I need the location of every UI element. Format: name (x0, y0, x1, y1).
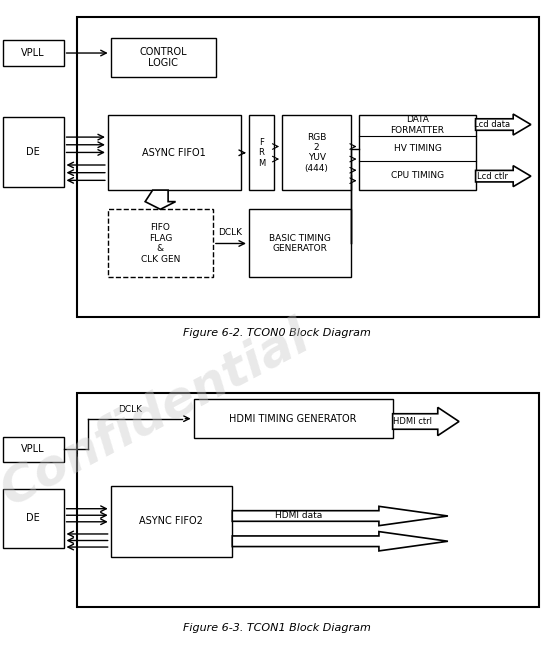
Text: FIFO
FLAG
&
CLK GEN: FIFO FLAG & CLK GEN (140, 224, 180, 264)
Bar (3, 117, 64, 187)
Text: HDMI TIMING GENERATOR: HDMI TIMING GENERATOR (229, 413, 357, 424)
Bar (359, 115, 476, 190)
Bar (77, 393, 539, 607)
Text: Confidential: Confidential (0, 312, 317, 515)
Text: DATA
FORMATTER: DATA FORMATTER (390, 115, 445, 134)
Bar (77, 17, 539, 317)
Bar (249, 209, 351, 277)
Bar (3, 437, 64, 462)
Text: HV TIMING: HV TIMING (394, 144, 441, 153)
Text: HDMI ctrl: HDMI ctrl (393, 417, 432, 426)
Bar (108, 209, 213, 277)
Text: Figure 6-3. TCON1 Block Diagram: Figure 6-3. TCON1 Block Diagram (182, 623, 371, 633)
Text: Lcd ctlr: Lcd ctlr (477, 172, 508, 181)
Text: Lcd data: Lcd data (474, 120, 510, 129)
Text: ASYNC FIFO1: ASYNC FIFO1 (142, 148, 206, 158)
Text: DCLK: DCLK (218, 227, 243, 236)
Polygon shape (476, 165, 531, 187)
Text: F
R
M: F R M (258, 138, 265, 167)
Polygon shape (232, 532, 448, 551)
Polygon shape (393, 408, 459, 435)
Polygon shape (232, 506, 448, 526)
Bar (249, 115, 274, 190)
Text: DE: DE (27, 513, 40, 523)
Text: DE: DE (27, 147, 40, 157)
Text: ASYNC FIFO2: ASYNC FIFO2 (139, 516, 204, 526)
Bar (194, 399, 393, 438)
Text: DCLK: DCLK (118, 405, 142, 414)
Text: HDMI data: HDMI data (275, 512, 322, 521)
Text: BASIC TIMING
GENERATOR: BASIC TIMING GENERATOR (269, 234, 331, 253)
Text: CONTROL
LOGIC: CONTROL LOGIC (139, 47, 187, 68)
Text: VPLL: VPLL (22, 48, 45, 58)
Text: RGB
2
YUV
(444): RGB 2 YUV (444) (305, 132, 328, 172)
Bar (3, 40, 64, 67)
Bar (111, 38, 216, 77)
Polygon shape (476, 114, 531, 135)
Bar (282, 115, 351, 190)
Bar (108, 115, 241, 190)
Text: Figure 6-2. TCON0 Block Diagram: Figure 6-2. TCON0 Block Diagram (182, 328, 371, 338)
Text: VPLL: VPLL (22, 444, 45, 454)
Text: CPU TIMING: CPU TIMING (391, 171, 444, 180)
Polygon shape (145, 190, 176, 209)
Bar (3, 488, 64, 548)
Bar (111, 486, 232, 557)
